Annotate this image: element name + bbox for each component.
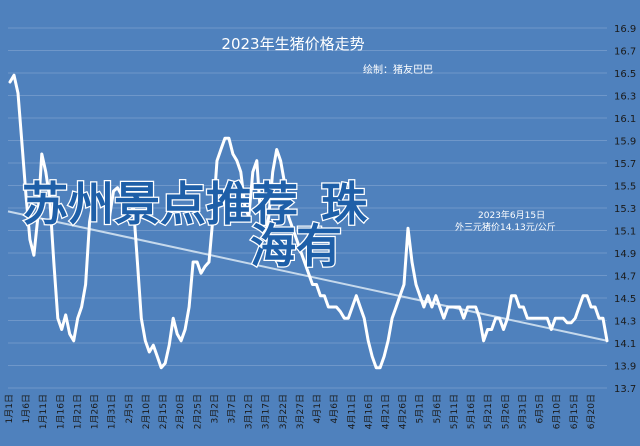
x-tick-label: 1月11日 xyxy=(38,394,49,429)
y-tick-label: 16.3 xyxy=(614,92,636,103)
y-tick-label: 14.5 xyxy=(614,294,636,305)
y-tick-label: 15.7 xyxy=(614,159,636,170)
y-tick-label: 15.1 xyxy=(614,227,636,238)
overlay-watermark-line2: 海有 xyxy=(250,219,342,273)
x-tick-label: 4月6日 xyxy=(329,394,340,423)
x-tick-label: 5月11日 xyxy=(449,394,460,429)
y-tick-label: 15.5 xyxy=(614,182,636,193)
x-tick-label: 3月2日 xyxy=(209,394,220,423)
overlay-watermark-line1: 苏州景点推荐_珠 xyxy=(22,177,368,231)
x-tick-label: 1月26日 xyxy=(90,394,101,429)
x-tick-label: 6月20日 xyxy=(586,394,597,429)
price-series-line xyxy=(8,73,609,370)
x-tick-label: 5月6日 xyxy=(432,394,443,423)
x-tick-label: 4月1日 xyxy=(312,394,323,423)
x-tick-label: 1月1日 xyxy=(4,394,15,423)
chart-title: 2023年生猪价格走势 xyxy=(221,35,364,53)
x-tick-label: 6月5日 xyxy=(535,394,546,423)
annotation-price: 外三元猪价14.13元/公斤 xyxy=(455,221,556,233)
x-tick-label: 6月15日 xyxy=(569,394,580,429)
y-tick-label: 15.3 xyxy=(614,204,636,215)
y-tick-label: 15.9 xyxy=(614,137,636,148)
y-tick-label: 14.3 xyxy=(614,317,636,328)
annotation-date: 2023年6月15日 xyxy=(478,209,545,221)
x-tick-label: 5月21日 xyxy=(483,394,494,429)
y-tick-label: 14.9 xyxy=(614,249,636,260)
x-tick-label: 1月31日 xyxy=(107,394,118,429)
x-tick-label: 3月22日 xyxy=(278,394,289,429)
x-axis-tick-labels: 1月1日 1月6日 1月11日 1月16日 1月21日 1月26日 1月31日 2月5日 2月1… xyxy=(4,394,597,429)
chart-author: 绘制：猪友巴巴 xyxy=(363,63,433,76)
x-tick-label: 2月20日 xyxy=(175,394,186,429)
y-tick-label: 13.9 xyxy=(614,362,636,373)
y-tick-label: 14.7 xyxy=(614,272,636,283)
x-tick-label: 3月17日 xyxy=(261,394,272,429)
x-tick-label: 2月5日 xyxy=(124,394,135,423)
x-tick-label: 5月31日 xyxy=(517,394,528,429)
y-tick-label: 16.1 xyxy=(614,114,636,125)
x-tick-label: 4月16日 xyxy=(363,394,374,429)
x-tick-label: 6月10日 xyxy=(552,394,563,429)
y-axis-tick-labels: 13.7 13.9 14.1 14.3 14.5 14.7 14.9 15.1 15.3 15.5… xyxy=(614,24,636,395)
y-tick-label: 16.5 xyxy=(614,69,636,80)
y-tick-label: 16.7 xyxy=(614,47,636,58)
x-tick-label: 2月15日 xyxy=(158,394,169,429)
x-tick-label: 4月11日 xyxy=(346,394,357,429)
x-tick-label: 2月10日 xyxy=(141,394,152,429)
x-tick-label: 1月21日 xyxy=(72,394,83,429)
y-tick-label: 13.7 xyxy=(614,384,636,395)
x-tick-label: 3月27日 xyxy=(295,394,306,429)
y-tick-label: 14.1 xyxy=(614,339,636,350)
x-tick-label: 5月1日 xyxy=(415,394,426,423)
x-tick-label: 5月26日 xyxy=(500,394,511,429)
x-tick-label: 4月21日 xyxy=(381,394,392,429)
x-tick-label: 3月7日 xyxy=(226,394,237,423)
x-tick-label: 4月26日 xyxy=(398,394,409,429)
x-tick-label: 1月16日 xyxy=(55,394,66,429)
x-tick-label: 5月16日 xyxy=(466,394,477,429)
x-tick-label: 2月25日 xyxy=(192,394,203,429)
y-tick-label: 16.9 xyxy=(614,24,636,35)
x-tick-label: 1月6日 xyxy=(21,394,32,423)
x-tick-label: 3月12日 xyxy=(244,394,255,429)
